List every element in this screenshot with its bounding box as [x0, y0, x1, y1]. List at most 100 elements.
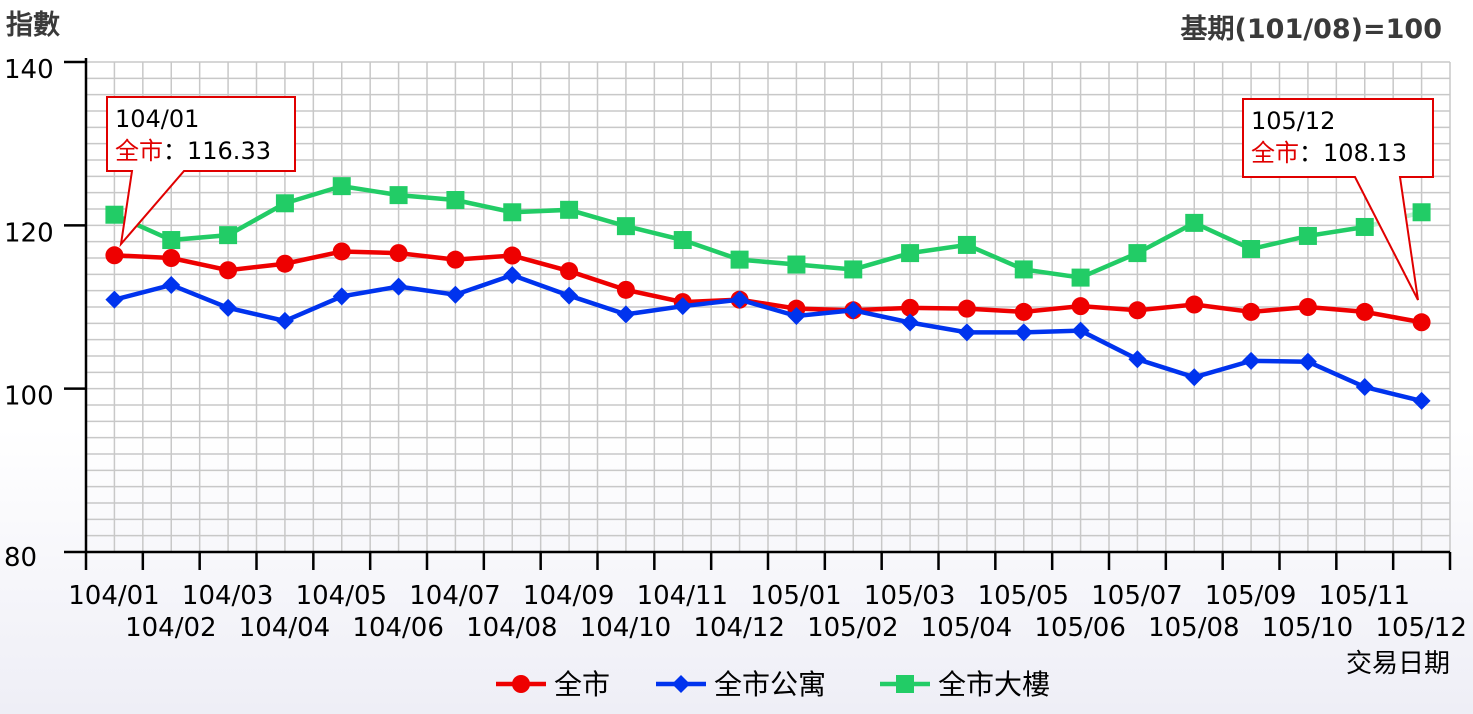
series-building-point: [1128, 244, 1147, 263]
series-building-point: [1014, 260, 1033, 279]
series-apartment-point: [901, 313, 920, 332]
series-apartment-point: [389, 277, 408, 296]
series-building: [105, 177, 1431, 287]
callout-value: 116.33: [187, 137, 271, 165]
x-tick-label: 104/06: [352, 613, 443, 643]
series-building-point: [787, 255, 806, 274]
callout-value-line: 全市：108.13: [1251, 139, 1407, 167]
series-building-point: [957, 235, 976, 254]
series-apartment-point: [332, 287, 351, 306]
series-total-point: [1242, 302, 1261, 321]
series-apartment-point: [1071, 321, 1090, 340]
callout-value: 108.13: [1323, 139, 1407, 167]
x-axis-title: 交易日期: [1346, 649, 1450, 679]
callout-104-01: 104/01 全市：116.33: [106, 96, 296, 248]
series-building-point: [275, 194, 294, 213]
series-building-point: [162, 231, 181, 250]
chart-series: [105, 177, 1431, 410]
callout-period: 104/01: [115, 105, 199, 133]
series-building-point: [503, 203, 522, 222]
series-total-point: [219, 261, 238, 280]
chart-grid: [85, 61, 1451, 553]
series-building-point: [219, 226, 238, 245]
series-total-point: [1298, 298, 1317, 316]
legend-item: 全市公寓: [656, 668, 826, 701]
callout-box: [1242, 98, 1434, 301]
x-tick-label: 105/04: [921, 613, 1012, 643]
series-apartment-point: [616, 305, 635, 324]
series-total-point: [275, 254, 294, 273]
legend-label: 全市公寓: [714, 668, 826, 701]
callout-separator: ：: [163, 137, 187, 165]
x-tick-label: 105/09: [1205, 581, 1296, 611]
series-apartment-point: [957, 323, 976, 342]
series-total-line: [114, 249, 1422, 325]
series-apartment-point: [730, 290, 749, 309]
series-apartment: [105, 266, 1431, 410]
y-tick-label: 100: [4, 382, 54, 412]
series-building-point: [616, 217, 635, 236]
series-apartment-point: [787, 306, 806, 325]
series-apartment-point: [446, 285, 465, 304]
series-total-point: [1014, 302, 1033, 321]
series-apartment-point: [1355, 378, 1374, 397]
series-building-point: [332, 177, 351, 196]
legend-marker: [896, 675, 914, 693]
series-apartment-point: [1185, 368, 1204, 387]
callout-box: [106, 96, 296, 248]
legend-label: 全市: [554, 668, 610, 701]
series-total-point: [446, 250, 465, 269]
series-total-point: [957, 299, 976, 318]
series-building-point: [1185, 213, 1204, 232]
series-building-point: [105, 205, 124, 224]
series-building-point: [446, 191, 465, 210]
series-apartment-point: [275, 311, 294, 330]
series-building-point: [1412, 203, 1431, 222]
x-tick-label: 104/08: [466, 613, 557, 643]
x-tick-label: 104/03: [182, 581, 273, 611]
series-total-point: [1128, 301, 1147, 320]
x-tick-label: 105/01: [750, 581, 841, 611]
callout-105-12: 105/12 全市：108.13: [1242, 98, 1434, 301]
series-apartment-point: [673, 297, 692, 316]
series-total-point: [1185, 295, 1204, 314]
series-apartment-point: [219, 298, 238, 317]
series-apartment-point: [1128, 350, 1147, 369]
y-tick-label: 80: [4, 543, 37, 573]
y-axis-tick-labels: 80 100 120 140: [4, 55, 54, 573]
series-building-point: [1298, 226, 1317, 245]
callout-value-line: 全市：116.33: [115, 137, 271, 165]
series-apartment-point: [105, 290, 124, 309]
callout-series-label: 全市: [115, 137, 163, 165]
x-tick-label: 105/11: [1319, 581, 1410, 611]
x-tick-label: 104/05: [296, 581, 387, 611]
x-tick-label: 105/05: [978, 581, 1069, 611]
series-apartment-point: [844, 301, 863, 320]
x-tick-label: 104/07: [409, 581, 500, 611]
series-total-point: [162, 249, 181, 267]
x-tick-label: 104/02: [125, 613, 216, 643]
series-total-point: [1355, 302, 1374, 321]
x-tick-label: 104/10: [580, 613, 671, 643]
x-tick-label: 105/10: [1262, 613, 1353, 643]
x-tick-label: 104/09: [523, 581, 614, 611]
series-total-point: [616, 280, 635, 299]
y-axis-title: 指數: [6, 10, 60, 41]
chart-axes: [64, 58, 1452, 570]
series-building-point: [1355, 217, 1374, 236]
callout-series-label: 全市: [1251, 139, 1299, 167]
chart-legend: 全市 全市公寓 全市大樓: [496, 668, 1050, 701]
series-apartment-point: [560, 286, 579, 305]
series-apartment-point: [1412, 391, 1431, 410]
series-building-point: [560, 200, 579, 219]
y-tick-label: 120: [4, 218, 54, 248]
x-tick-label: 104/12: [693, 613, 784, 643]
series-building-point: [1242, 240, 1261, 259]
x-tick-label: 104/01: [68, 581, 159, 611]
series-apartment-point: [503, 266, 522, 285]
x-tick-label: 105/12: [1375, 613, 1466, 643]
series-apartment-point: [1298, 352, 1317, 371]
legend-item: 全市大樓: [880, 668, 1050, 701]
